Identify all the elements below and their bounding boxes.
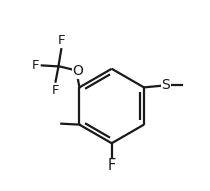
Text: F: F	[52, 84, 59, 97]
Text: F: F	[32, 59, 40, 72]
Text: S: S	[161, 79, 170, 92]
Text: F: F	[108, 158, 116, 173]
Text: F: F	[58, 34, 65, 47]
Text: O: O	[72, 64, 83, 78]
